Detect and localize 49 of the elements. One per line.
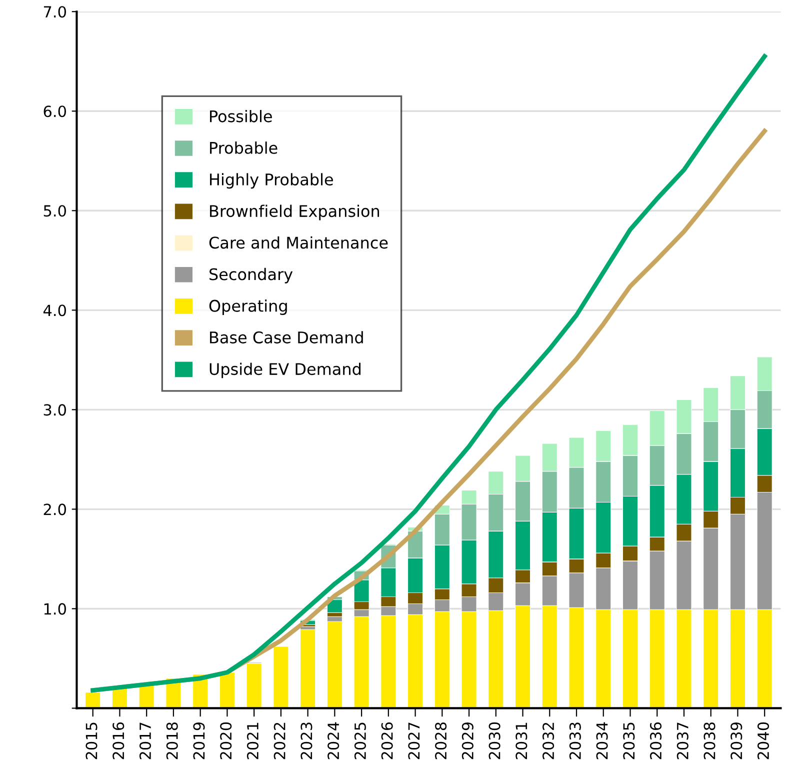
legend-label: Base Case Demand (210, 331, 363, 344)
x-tick-label: 2040 (757, 722, 770, 760)
x-tick-label: 2033 (569, 722, 581, 760)
x-tick-label: 2030 (488, 722, 500, 760)
x-tick-label: 2018 (166, 722, 178, 760)
x-tick-label: 2028 (435, 722, 447, 760)
x-tick-label: 2016 (112, 722, 124, 760)
x-tick-label: 2022 (274, 722, 286, 760)
legend-label: Secondary (210, 268, 293, 284)
legend-label: Operating (209, 300, 287, 315)
x-tick-label: 2021 (246, 722, 258, 760)
bar (300, 629, 316, 708)
y-tick-label: 1.0 (44, 603, 66, 615)
x-tick-label: 2017 (139, 722, 152, 760)
y-tick-label: 3.0 (44, 404, 66, 416)
x-tick-label: 2039 (730, 722, 742, 760)
bar (138, 685, 154, 708)
legend-label: Care and Maintenance (209, 236, 388, 249)
x-tick-label: 2035 (623, 722, 635, 760)
x-tick-label: 2037 (676, 722, 688, 760)
x-tick-label: 2027 (408, 722, 420, 760)
bar (219, 672, 235, 708)
bar (326, 621, 342, 708)
legend-label: Possible (210, 110, 272, 122)
x-tick-label: 2038 (704, 722, 716, 760)
x-tick-label: 2036 (650, 722, 662, 760)
y-tick-label: 6.0 (44, 106, 66, 118)
x-tick-label: 2029 (462, 722, 474, 760)
bar (85, 692, 101, 708)
x-tick-label: 2032 (542, 722, 554, 760)
y-tick-label: 7.0 (44, 6, 66, 18)
x-tick-label: 2015 (86, 722, 98, 760)
x-tick-label: 2026 (381, 722, 393, 760)
legend-label: Highly Probable (210, 173, 333, 189)
x-tick-label: 2020 (220, 722, 232, 760)
legend-label: Brownfield Expansion (210, 204, 380, 220)
legend-label: Upside EV Demand (210, 362, 360, 378)
x-tick-label: 2023 (300, 722, 312, 760)
x-tick-label: 2025 (354, 722, 366, 760)
legend-label: Probable (210, 142, 278, 154)
bar (273, 646, 289, 708)
y-tick-label: 4.0 (43, 304, 66, 316)
y-tick-label: 5.0 (44, 205, 66, 217)
bar (246, 663, 262, 708)
y-tick-label: 2.0 (44, 504, 66, 516)
x-tick-label: 2031 (516, 722, 528, 760)
x-tick-label: 2019 (193, 722, 205, 760)
x-tick-label: 2024 (328, 722, 340, 760)
x-tick-label: 2034 (596, 722, 608, 760)
